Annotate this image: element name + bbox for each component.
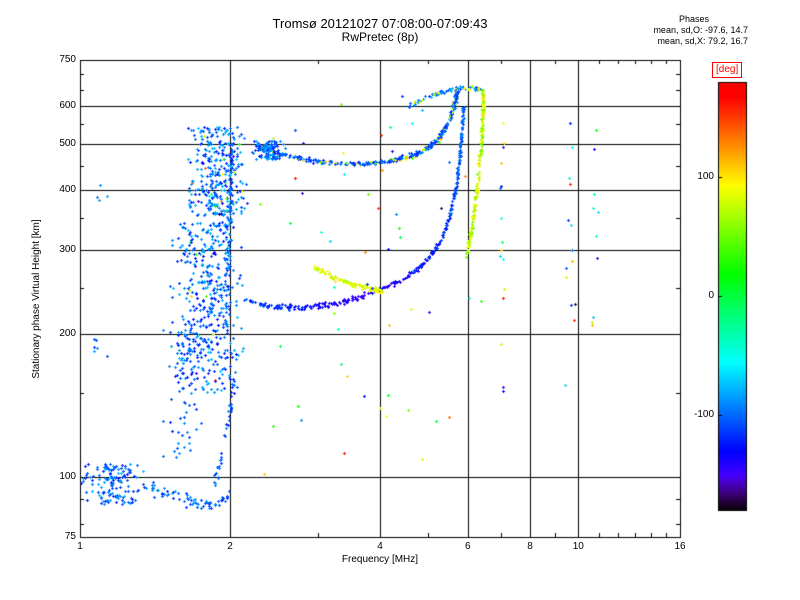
colorbar-unit-label: [deg] [712,62,743,78]
phase-stats-o-mode: mean, sd,O: -97.6, 14.7 [653,25,748,35]
phase-stats-x-mode: mean, sd,X: 79.2, 16.7 [657,36,748,46]
phase-stats-header: Phases [678,14,710,24]
y-axis-title: Stationary phase Virtual Height [km] [31,219,42,379]
phase-stats-block: Phases mean, sd,O: -97.6, 14.7 mean, sd,… [580,14,748,47]
plot-subtitle: RwPretec (8p) [341,30,419,44]
page-title: Tromsø 20121027 07:08:00-07:09:43 [272,16,488,31]
x-axis-title: Frequency [MHz] [341,554,419,565]
